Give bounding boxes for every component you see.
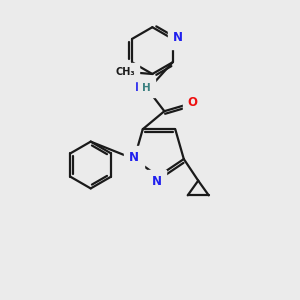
Text: O: O: [187, 96, 197, 109]
Text: H: H: [142, 83, 151, 93]
Text: N: N: [129, 151, 139, 164]
Text: CH₃: CH₃: [116, 67, 135, 77]
Text: N: N: [134, 81, 144, 94]
Text: N: N: [173, 31, 183, 44]
Text: N: N: [152, 175, 162, 188]
